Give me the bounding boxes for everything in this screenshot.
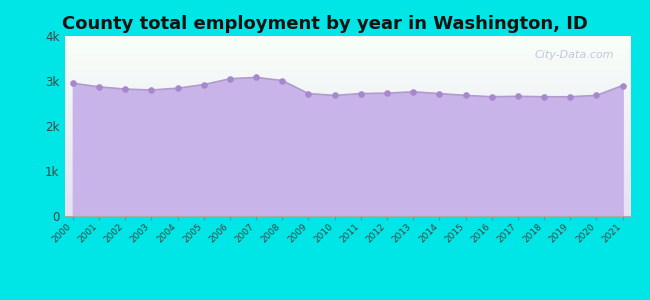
Point <box>539 94 549 99</box>
Point <box>592 93 602 98</box>
Point <box>513 94 523 99</box>
Text: City-Data.com: City-Data.com <box>534 50 614 60</box>
Point <box>251 75 261 80</box>
Point <box>434 91 445 96</box>
Point <box>172 86 183 91</box>
Point <box>408 89 419 94</box>
Point <box>356 91 366 96</box>
Point <box>565 94 575 99</box>
Point <box>120 87 131 92</box>
Point <box>198 82 209 87</box>
Point <box>330 93 340 98</box>
Point <box>487 94 497 99</box>
Point <box>146 88 157 92</box>
Point <box>225 76 235 81</box>
Text: County total employment by year in Washington, ID: County total employment by year in Washi… <box>62 15 588 33</box>
Point <box>68 81 78 86</box>
Point <box>277 78 287 83</box>
Point <box>94 84 104 89</box>
Point <box>382 91 392 95</box>
Point <box>304 91 314 96</box>
Point <box>618 83 628 88</box>
Point <box>460 93 471 98</box>
